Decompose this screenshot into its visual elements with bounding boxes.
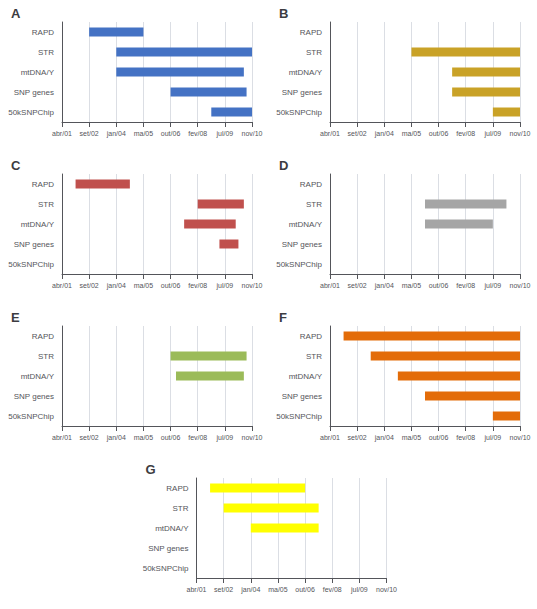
svg-text:set/02: set/02: [80, 130, 99, 137]
svg-text:nov/10: nov/10: [241, 434, 262, 441]
svg-text:jul/09: jul/09: [350, 586, 368, 594]
svg-text:ma/05: ma/05: [402, 434, 422, 441]
svg-text:RAPD: RAPD: [32, 28, 54, 37]
svg-text:50kSNPChip: 50kSNPChip: [143, 564, 189, 573]
svg-text:nov/10: nov/10: [241, 130, 262, 137]
svg-text:STR: STR: [38, 48, 54, 57]
svg-text:abr/01: abr/01: [320, 282, 340, 289]
svg-text:fev/08: fev/08: [456, 130, 475, 137]
svg-text:jul/09: jul/09: [483, 282, 501, 290]
svg-text:50kSNPChip: 50kSNPChip: [8, 260, 54, 269]
svg-text:B: B: [279, 6, 288, 21]
svg-text:A: A: [11, 6, 21, 21]
svg-text:out/06: out/06: [161, 130, 181, 137]
svg-text:SNP genes: SNP genes: [14, 88, 54, 97]
svg-text:50kSNPChip: 50kSNPChip: [8, 108, 54, 117]
svg-text:RAPD: RAPD: [300, 28, 322, 37]
svg-text:STR: STR: [306, 200, 322, 209]
svg-text:SNP genes: SNP genes: [282, 392, 322, 401]
svg-text:jul/09: jul/09: [483, 130, 501, 138]
svg-text:SNP genes: SNP genes: [282, 240, 322, 249]
svg-text:nov/10: nov/10: [509, 130, 530, 137]
svg-text:abr/01: abr/01: [187, 586, 207, 593]
svg-text:jan/04: jan/04: [240, 586, 260, 594]
svg-text:RAPD: RAPD: [32, 180, 54, 189]
svg-text:50kSNPChip: 50kSNPChip: [276, 260, 322, 269]
svg-text:50kSNPChip: 50kSNPChip: [276, 108, 322, 117]
svg-text:D: D: [279, 158, 288, 173]
svg-text:set/02: set/02: [348, 434, 367, 441]
svg-text:RAPD: RAPD: [166, 484, 188, 493]
svg-text:STR: STR: [173, 504, 189, 513]
svg-text:jul/09: jul/09: [215, 434, 233, 442]
svg-text:nov/10: nov/10: [241, 282, 262, 289]
svg-text:jul/09: jul/09: [215, 282, 233, 290]
svg-text:mtDNA/Y: mtDNA/Y: [21, 68, 55, 77]
svg-text:out/06: out/06: [295, 586, 315, 593]
svg-text:set/02: set/02: [80, 282, 99, 289]
svg-text:set/02: set/02: [348, 130, 367, 137]
svg-text:G: G: [146, 462, 156, 477]
svg-text:C: C: [11, 158, 21, 173]
svg-text:ma/05: ma/05: [402, 130, 422, 137]
svg-text:mtDNA/Y: mtDNA/Y: [155, 524, 189, 533]
svg-text:mtDNA/Y: mtDNA/Y: [21, 372, 55, 381]
svg-text:ma/05: ma/05: [134, 434, 154, 441]
svg-text:SNP genes: SNP genes: [14, 240, 54, 249]
svg-text:STR: STR: [306, 48, 322, 57]
svg-text:set/02: set/02: [348, 282, 367, 289]
svg-text:RAPD: RAPD: [32, 332, 54, 341]
svg-text:50kSNPChip: 50kSNPChip: [276, 412, 322, 421]
svg-text:SNP genes: SNP genes: [14, 392, 54, 401]
svg-text:mtDNA/Y: mtDNA/Y: [289, 68, 323, 77]
svg-text:jan/04: jan/04: [374, 282, 394, 290]
svg-text:nov/10: nov/10: [509, 434, 530, 441]
svg-text:SNP genes: SNP genes: [148, 544, 188, 553]
svg-text:SNP genes: SNP genes: [282, 88, 322, 97]
svg-text:out/06: out/06: [429, 130, 449, 137]
svg-text:RAPD: RAPD: [300, 180, 322, 189]
svg-text:ma/05: ma/05: [402, 282, 422, 289]
svg-text:abr/01: abr/01: [320, 434, 340, 441]
svg-text:set/02: set/02: [214, 586, 233, 593]
svg-text:abr/01: abr/01: [52, 130, 72, 137]
svg-text:fev/08: fev/08: [188, 434, 207, 441]
svg-text:F: F: [279, 310, 287, 325]
svg-text:E: E: [11, 310, 20, 325]
svg-text:out/06: out/06: [429, 282, 449, 289]
svg-text:ma/05: ma/05: [268, 586, 288, 593]
svg-text:fev/08: fev/08: [456, 434, 475, 441]
svg-text:STR: STR: [38, 352, 54, 361]
svg-text:abr/01: abr/01: [52, 434, 72, 441]
svg-text:nov/10: nov/10: [376, 586, 397, 593]
svg-text:ma/05: ma/05: [134, 130, 154, 137]
svg-text:RAPD: RAPD: [300, 332, 322, 341]
svg-text:fev/08: fev/08: [188, 130, 207, 137]
svg-text:jan/04: jan/04: [106, 434, 126, 442]
svg-text:jan/04: jan/04: [374, 130, 394, 138]
svg-text:mtDNA/Y: mtDNA/Y: [289, 220, 323, 229]
svg-text:jan/04: jan/04: [106, 282, 126, 290]
svg-text:50kSNPChip: 50kSNPChip: [8, 412, 54, 421]
svg-text:fev/08: fev/08: [456, 282, 475, 289]
svg-text:out/06: out/06: [161, 434, 181, 441]
svg-text:jan/04: jan/04: [374, 434, 394, 442]
svg-text:STR: STR: [306, 352, 322, 361]
svg-text:mtDNA/Y: mtDNA/Y: [21, 220, 55, 229]
svg-text:jul/09: jul/09: [215, 130, 233, 138]
svg-text:out/06: out/06: [161, 282, 181, 289]
svg-text:nov/10: nov/10: [509, 282, 530, 289]
svg-text:fev/08: fev/08: [323, 586, 342, 593]
svg-text:mtDNA/Y: mtDNA/Y: [289, 372, 323, 381]
svg-text:fev/08: fev/08: [188, 282, 207, 289]
svg-text:out/06: out/06: [429, 434, 449, 441]
svg-text:abr/01: abr/01: [52, 282, 72, 289]
svg-text:abr/01: abr/01: [320, 130, 340, 137]
svg-text:jul/09: jul/09: [483, 434, 501, 442]
svg-text:set/02: set/02: [80, 434, 99, 441]
svg-text:jan/04: jan/04: [106, 130, 126, 138]
svg-text:STR: STR: [38, 200, 54, 209]
svg-text:ma/05: ma/05: [134, 282, 154, 289]
